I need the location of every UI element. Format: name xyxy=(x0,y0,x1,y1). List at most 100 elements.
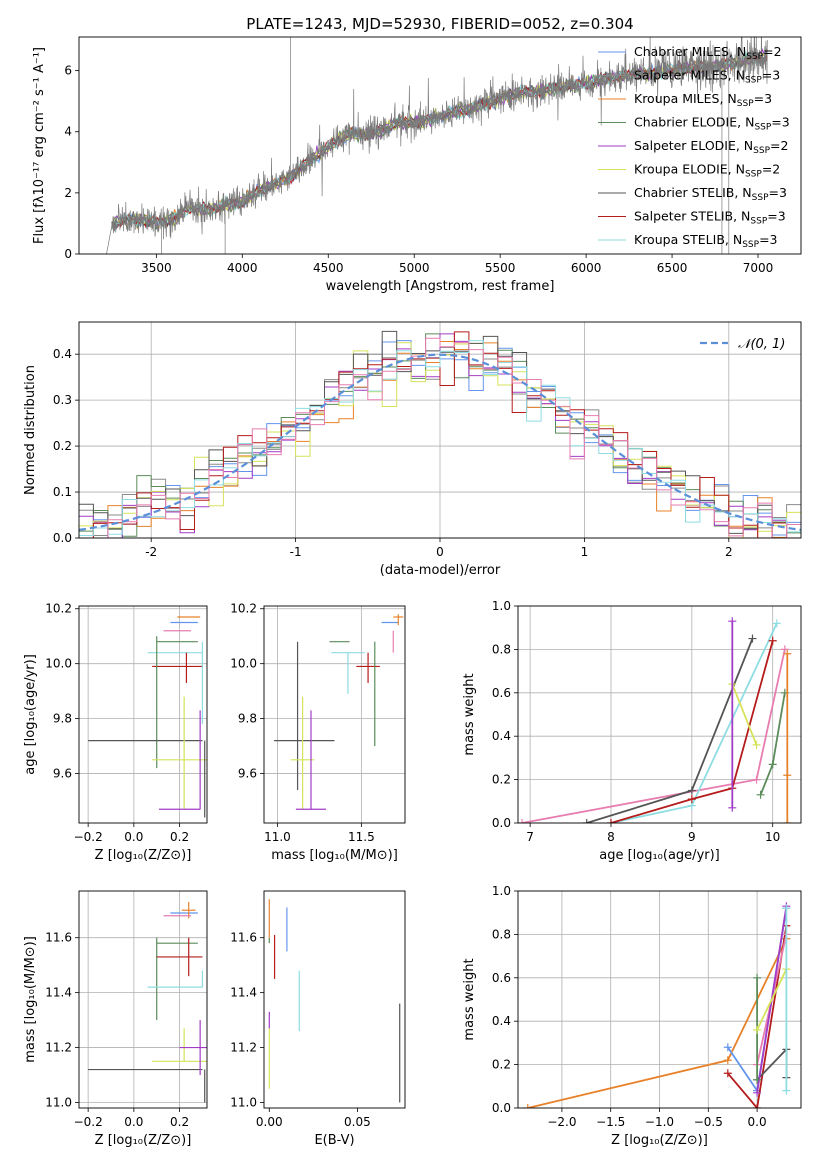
axes-frame xyxy=(78,36,802,255)
x-tick-label: 0.2 xyxy=(170,830,189,844)
weight-series-marker xyxy=(752,775,761,784)
weight-series xyxy=(782,904,791,1095)
weight-series-marker xyxy=(687,795,696,804)
weight-series xyxy=(783,649,792,823)
histogram-series xyxy=(79,337,801,538)
x-tick-label: 0.05 xyxy=(344,1115,371,1129)
legend-entry: Kroupa STELIB, NSSP=3 xyxy=(634,232,778,250)
weight-series-marker xyxy=(748,634,757,643)
axes-frame xyxy=(78,890,208,1109)
legend-entry-suffix: =3 xyxy=(771,115,789,130)
plot-area xyxy=(106,37,768,254)
legend-entry: Chabrier ELODIE, NSSP=3 xyxy=(634,115,790,133)
axes-frame xyxy=(263,605,406,824)
y-tick-label: 11.0 xyxy=(45,1096,72,1110)
age-vs-Z-panel: −0.2 0.0 0.2 9.6 9.8 10.0 10.2 Z [log₁₀(Z/Z⊙)] a… xyxy=(23,602,208,863)
y-tick-label: 0.0 xyxy=(53,531,72,545)
x-tick-label: 0 xyxy=(436,545,444,559)
y-tick-label: 9.8 xyxy=(53,712,72,726)
y-axis-label: mass weight xyxy=(462,673,477,755)
y-tick-label: 9.6 xyxy=(53,767,72,781)
x-tick-label: 0.00 xyxy=(256,1115,283,1129)
weight-series-marker xyxy=(606,819,615,823)
weight-series xyxy=(756,688,789,799)
weight-series-marker xyxy=(753,1088,762,1097)
x-tick-label: 1 xyxy=(581,545,589,559)
legend-entry: Kroupa MILES, NSSP=3 xyxy=(634,91,772,109)
axes-frame xyxy=(517,890,802,1109)
y-axis-label: mass weight xyxy=(462,958,477,1040)
weight-series-marker xyxy=(582,819,591,823)
y-tick-label: 0.6 xyxy=(492,971,511,985)
x-tick-label: 7000 xyxy=(743,261,774,275)
weight-series-marker xyxy=(723,1069,732,1078)
weight-series-line xyxy=(756,968,788,1031)
x-axis-label: Z [log₁₀(Z/Z⊙)] xyxy=(95,1133,192,1148)
y-tick-label: 0.6 xyxy=(492,686,511,700)
x-tick-label: 11.5 xyxy=(348,830,375,844)
y-tick-label: 10.0 xyxy=(45,657,72,671)
x-tick-label: 6000 xyxy=(571,261,602,275)
weight-series xyxy=(728,617,737,812)
weight-series xyxy=(518,645,789,823)
y-tick-label: 11.0 xyxy=(230,1096,257,1110)
legend-entry-name: Salpeter STELIB, N xyxy=(634,209,750,224)
legend-entry-suffix: =3 xyxy=(769,185,787,200)
weight-series-marker xyxy=(753,973,762,982)
x-tick-label: 2 xyxy=(725,545,733,559)
x-tick-label: 11.0 xyxy=(264,830,291,844)
x-axis-label: Z [log₁₀(Z/Z⊙)] xyxy=(611,1133,708,1148)
x-tick-label: -2 xyxy=(145,545,157,559)
x-tick-label: −1.0 xyxy=(645,1115,674,1129)
y-axis-label: mass [log₁₀(M/M⊙)] xyxy=(23,936,38,1063)
x-tick-label: 0.0 xyxy=(124,1115,143,1129)
legend-entry-suffix: =3 xyxy=(759,232,777,247)
y-tick-label: 11.6 xyxy=(230,931,257,945)
x-tick-label: 5500 xyxy=(485,261,516,275)
weight-series xyxy=(582,634,757,823)
x-tick-label: −0.2 xyxy=(74,1115,103,1129)
legend-entry-sub: SSP xyxy=(737,99,754,109)
errorbar-point xyxy=(156,937,203,977)
x-tick-label: 3500 xyxy=(141,261,172,275)
x-tick-label: 0.0 xyxy=(748,1115,767,1129)
y-tick-label: 1.0 xyxy=(492,599,511,613)
legend-entry-suffix: =2 xyxy=(763,44,781,59)
y-tick-label: 9.6 xyxy=(238,767,257,781)
weight-series-marker xyxy=(772,619,781,628)
y-tick-label: 11.4 xyxy=(230,986,257,1000)
y-tick-label: 11.4 xyxy=(45,986,72,1000)
x-axis-label: (data-model)/error xyxy=(380,563,501,578)
weight-series-marker xyxy=(768,636,777,645)
weight-series-marker xyxy=(756,790,765,799)
y-tick-label: 0.2 xyxy=(492,1058,511,1072)
weight-series-marker xyxy=(723,1043,732,1052)
chart-title: PLATE=1243, MJD=52930, FIBERID=0052, z=0… xyxy=(246,15,633,33)
x-tick-label: 10 xyxy=(765,830,780,844)
weight-series-marker xyxy=(782,1086,791,1095)
x-tick-label: 8 xyxy=(607,830,615,844)
y-tick-label: 11.2 xyxy=(230,1041,257,1055)
x-tick-label: 5000 xyxy=(399,261,430,275)
weight-series-marker xyxy=(518,819,527,823)
legend-entry-suffix: =2 xyxy=(770,138,788,153)
y-tick-label: 0.4 xyxy=(492,729,511,743)
y-axis-label: Normed distribution xyxy=(23,365,38,495)
legend-entry-sub: SSP xyxy=(745,76,762,86)
weight-series xyxy=(606,619,781,823)
errorbar-point xyxy=(331,652,365,694)
y-axis-label: Flux [fλ10⁻¹⁷ erg cm⁻² s⁻¹ A⁻¹] xyxy=(32,47,47,244)
weight-series-marker xyxy=(768,760,777,769)
y-tick-label: 0.3 xyxy=(53,393,72,407)
x-tick-label: 4500 xyxy=(313,261,344,275)
y-tick-label: 1.0 xyxy=(492,884,511,898)
weight-series-line xyxy=(610,640,774,823)
weight-series-marker xyxy=(780,645,789,654)
legend-entry-name: Kroupa STELIB, N xyxy=(634,232,742,247)
errorbar-point xyxy=(393,614,404,626)
legend-entry: Salpeter STELIB, NSSP=3 xyxy=(634,209,786,227)
legend-entry-sub: SSP xyxy=(750,217,767,227)
weight-series-line xyxy=(731,683,758,746)
y-tick-label: 11.6 xyxy=(45,931,72,945)
